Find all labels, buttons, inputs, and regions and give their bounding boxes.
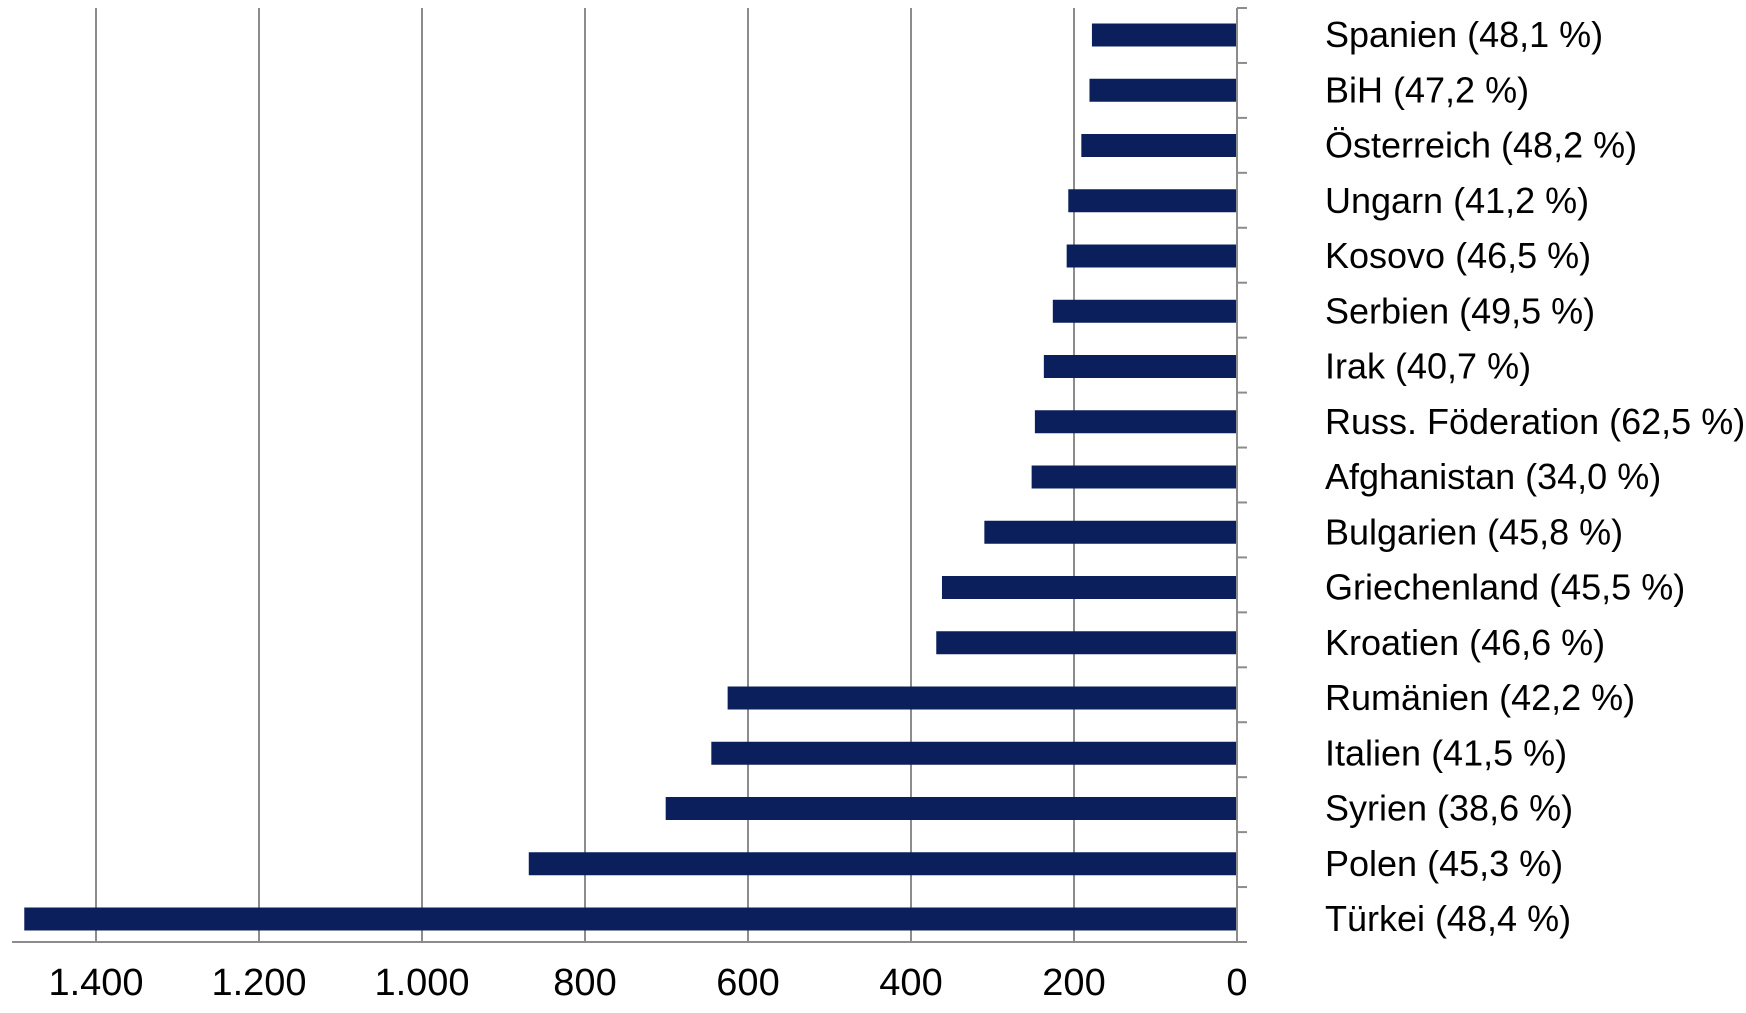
category-label: Rumänien (42,2 %) [1325,677,1635,718]
category-label: Irak (40,7 %) [1325,346,1531,387]
axes [12,7,1247,943]
x-tick-label: 400 [879,962,942,1004]
category-label: Türkei (48,4 %) [1325,898,1571,939]
bar [1081,134,1237,157]
x-tick-label: 1.200 [211,962,306,1004]
category-label: Griechenland (45,5 %) [1325,567,1685,608]
category-label: Italien (41,5 %) [1325,732,1567,773]
category-labels: Spanien (48,1 %) BiH (47,2 %) Österreich (… [1325,14,1745,939]
bar [1066,244,1237,268]
category-label: Polen (45,3 %) [1325,843,1563,884]
tick-labels: 1.400 1.200 1.000 800 600 400 200 0 [48,962,1247,1004]
bar [727,686,1237,710]
category-label: BiH (47,2 %) [1325,69,1529,110]
x-tick-label: 1.000 [374,962,469,1004]
category-label: Österreich (48,2 %) [1325,125,1637,166]
category-label: Kroatien (46,6 %) [1325,622,1605,663]
bar [984,520,1237,544]
x-tick-label: 200 [1042,962,1105,1004]
category-label: Syrien (38,6 %) [1325,788,1573,829]
bar [665,797,1237,820]
category-label: Kosovo (46,5 %) [1325,235,1591,276]
bar [1091,23,1237,47]
bar [1031,465,1237,489]
bar [1068,189,1237,213]
x-tick-label: 0 [1226,962,1247,1004]
category-label: Ungarn (41,2 %) [1325,180,1589,221]
gridlines [95,8,1075,942]
x-tick-label: 600 [716,962,779,1004]
bar [1034,410,1237,434]
bar [528,852,1237,876]
bar [711,741,1237,765]
bar [1052,299,1237,323]
x-tick-label: 800 [553,962,616,1004]
category-label: Russ. Föderation (62,5 %) [1325,401,1745,442]
bar [1043,355,1237,378]
category-label: Bulgarien (45,8 %) [1325,511,1623,552]
category-label: Spanien (48,1 %) [1325,14,1603,55]
category-label: Serbien (49,5 %) [1325,290,1595,331]
bar [24,907,1237,931]
bars [24,23,1237,931]
category-label: Afghanistan (34,0 %) [1325,456,1661,497]
x-tick-label: 1.400 [48,962,143,1004]
bar [936,631,1237,655]
bar [941,576,1237,599]
bar [1089,78,1237,102]
